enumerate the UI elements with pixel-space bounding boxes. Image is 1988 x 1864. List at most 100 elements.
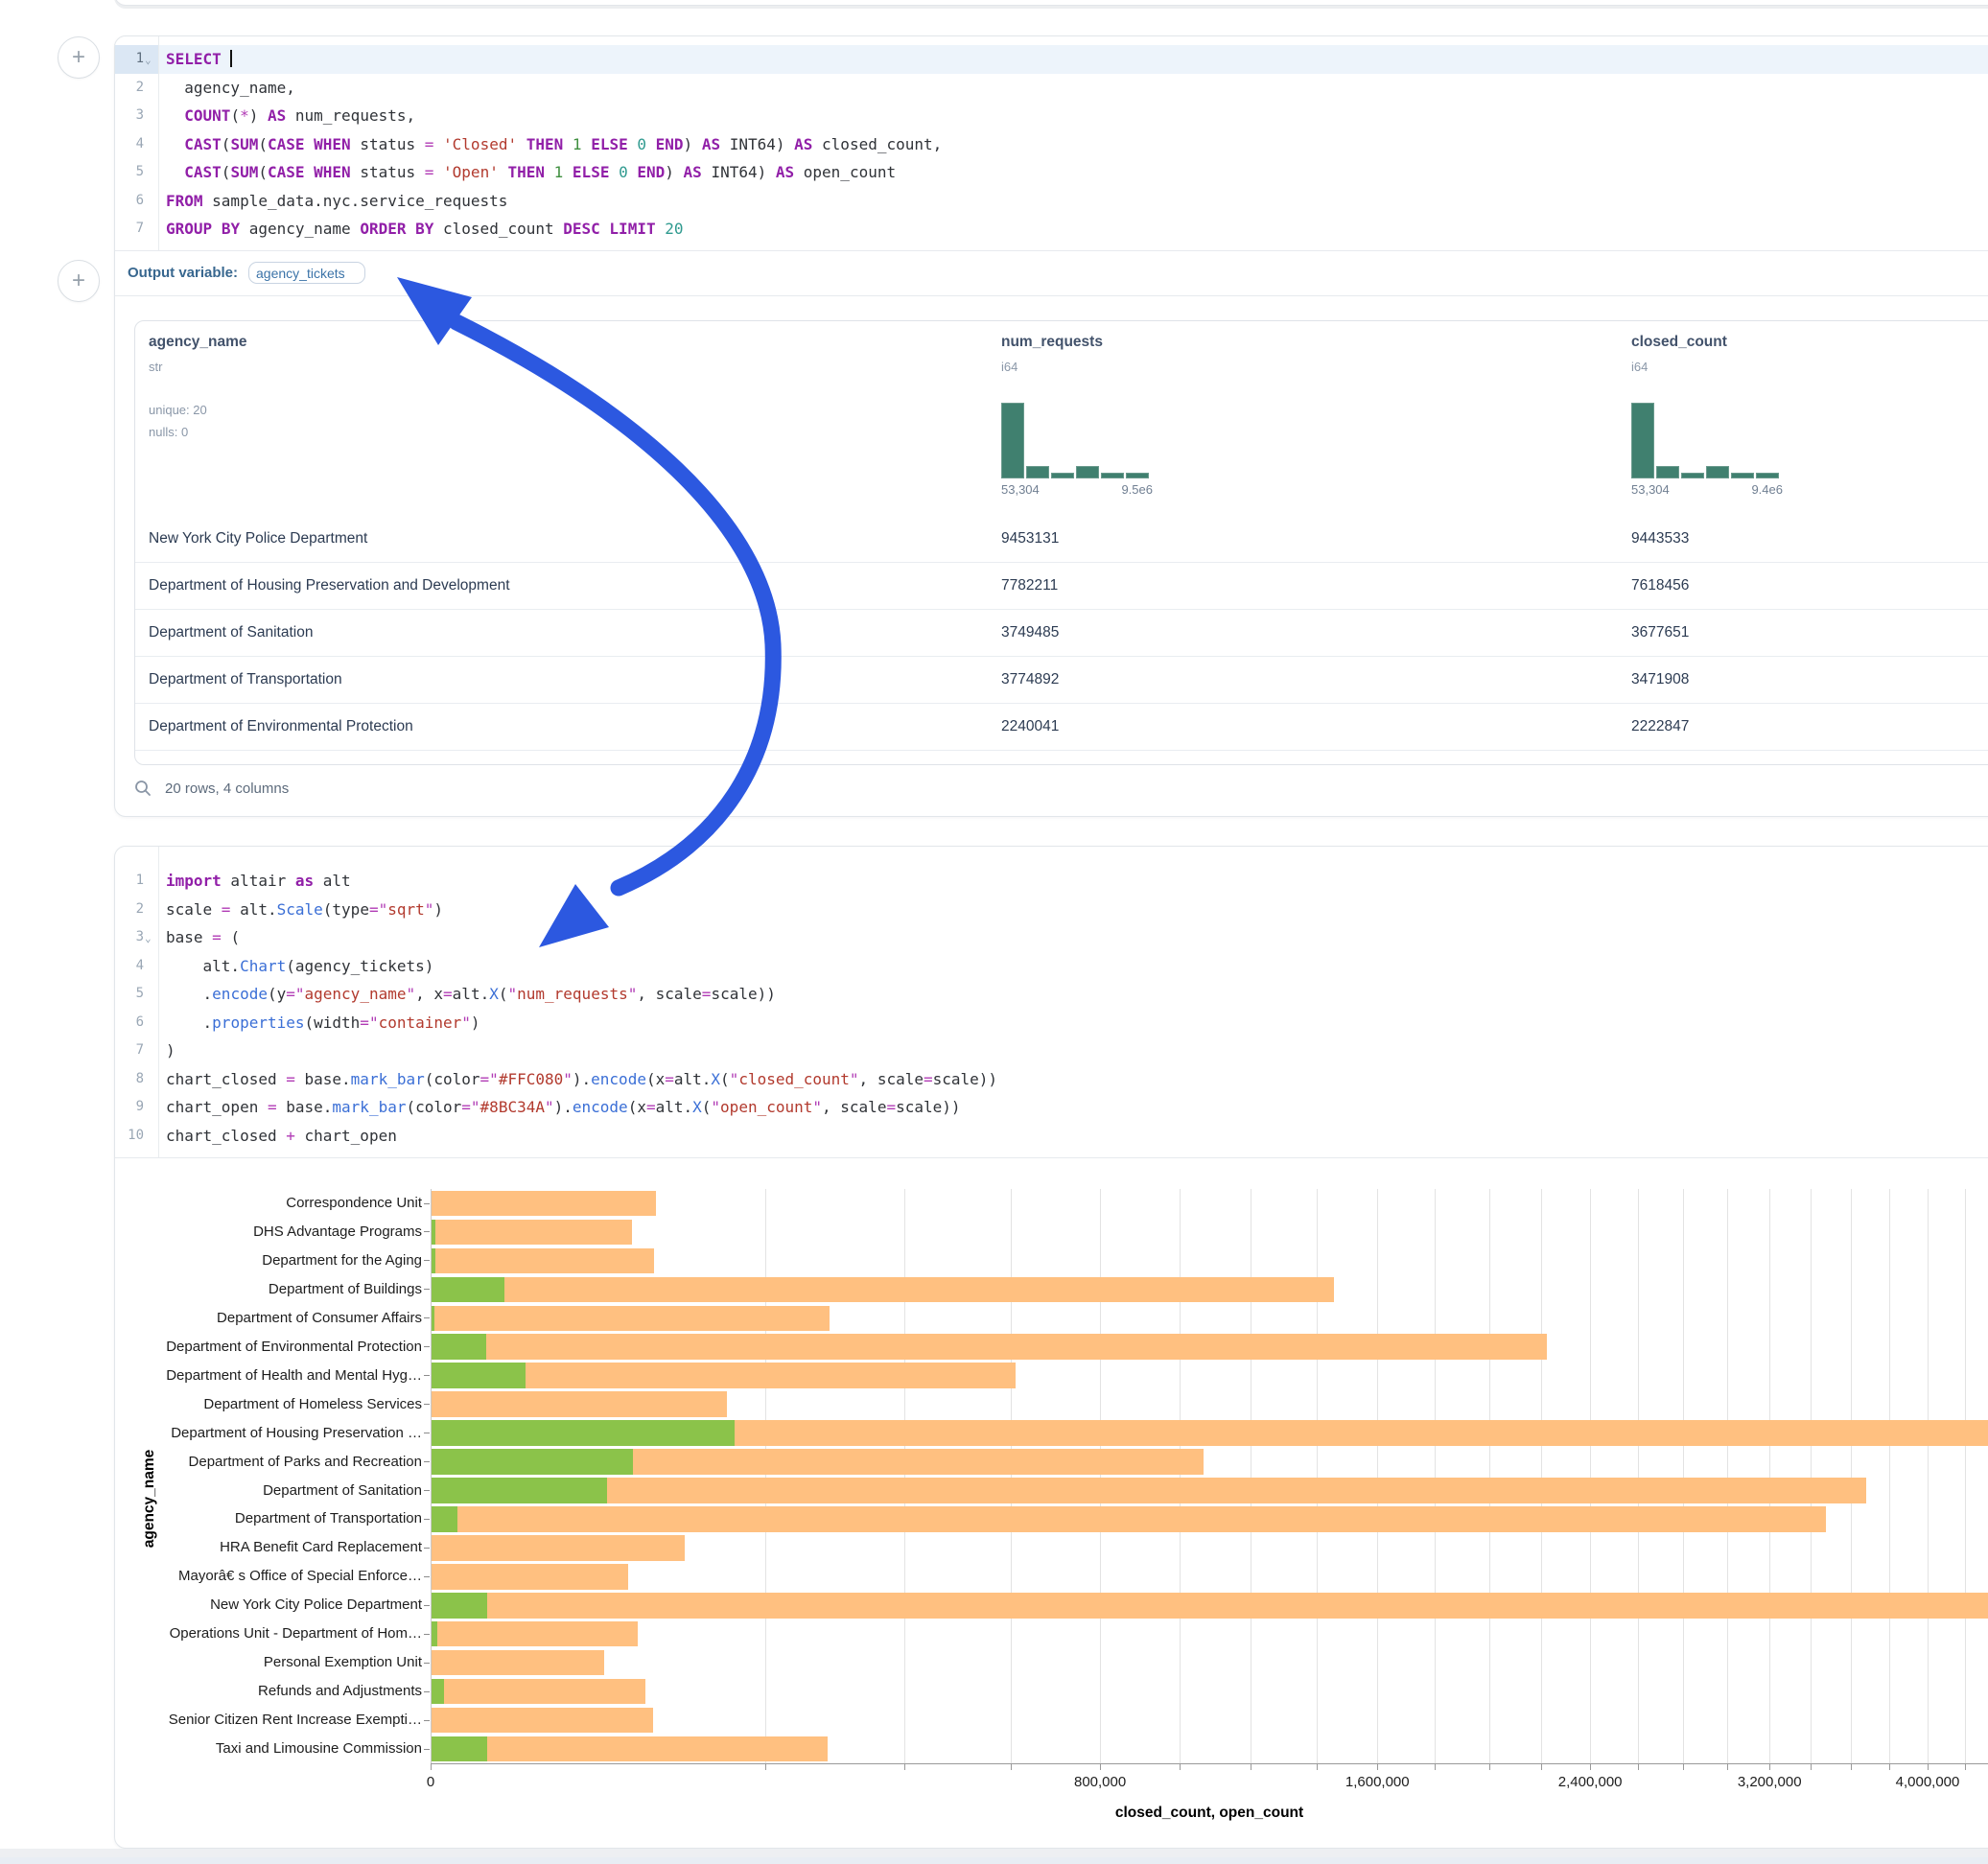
fold-chevron-icon[interactable]: ⌄ [145,46,152,75]
closed_count-bar [432,1679,646,1705]
x-axis-tick [1811,1764,1812,1770]
histogram-max-label: 9.5e6 [1001,482,1153,497]
code-line[interactable]: 8chart_closed = base.mark_bar(color="#FF… [115,1065,1988,1094]
line-number: 7 [136,215,144,244]
line-number: 6 [136,187,144,216]
table-row[interactable]: Department of Sanitation37494853677651 [135,609,1988,657]
code-text: .properties(width="container") [166,1009,1988,1037]
closed_count-bar [432,1621,638,1647]
code-line[interactable]: 7) [115,1037,1988,1065]
closed_count-bar [432,1391,727,1417]
x-axis-tick [1683,1764,1684,1770]
python-code-editor[interactable]: 1import altair as alt2scale = alt.Scale(… [115,847,1988,1157]
column-header[interactable]: num_requests [1001,334,1103,351]
line-number-gutter: 1 [115,867,158,896]
x-axis-tick [1727,1764,1728,1770]
y-axis-tick-label: Department of Consumer Affairs [217,1304,422,1333]
add-cell-button[interactable]: + [58,36,100,79]
line-number: 1 [136,867,144,896]
code-text: CAST(SUM(CASE WHEN status = 'Closed' THE… [166,130,1988,159]
code-line[interactable]: 9chart_open = base.mark_bar(color="#8BC3… [115,1093,1988,1122]
x-axis-tick [1100,1764,1101,1770]
open_count-bar [432,1334,487,1360]
open_count-bar [432,1420,735,1446]
x-axis-line [431,1763,1988,1764]
add-cell-button[interactable]: + [58,260,100,302]
code-text: FROM sample_data.nyc.service_requests [166,187,1988,216]
column-type: str [149,360,162,374]
closed_count-bar [432,1708,654,1734]
histogram-bar [1656,466,1679,478]
code-text: base = ( [166,923,1988,952]
closed_count-bar [432,1650,604,1676]
y-axis-tick-label: Department for the Aging [262,1247,422,1275]
code-line[interactable]: 5 .encode(y="agency_name", x=alt.X("num_… [115,980,1988,1009]
column-header[interactable]: closed_count [1631,334,1727,351]
line-number: 7 [136,1037,144,1065]
x-axis-title: closed_count, open_count [1115,1805,1303,1822]
gridline [1638,1189,1639,1763]
open_count-bar [432,1736,488,1762]
row-column-count: 20 rows, 4 columns [165,781,289,797]
code-line[interactable]: 2 agency_name, [115,74,1988,103]
search-icon[interactable] [134,780,152,797]
code-line[interactable]: 7GROUP BY agency_name ORDER BY closed_co… [115,215,1988,244]
output-variable-row: Output variable: agency_tickets [115,250,1988,296]
table-row[interactable]: New York City Police Department945313194… [135,515,1988,563]
code-line[interactable]: 3⌄base = ( [115,923,1988,952]
x-axis-tick [1928,1764,1929,1770]
code-line[interactable]: 6 FROM sample_data.nyc.service_requests [115,187,1988,216]
column-header[interactable]: agency_name [149,334,247,351]
output-variable-pill[interactable]: agency_tickets [248,262,365,284]
code-text: chart_closed = base.mark_bar(color="#FFC… [166,1065,1988,1094]
gridline [1489,1189,1490,1763]
column-type: i64 [1001,360,1017,374]
code-line[interactable]: 6 .properties(width="container") [115,1009,1988,1037]
line-number: 6 [136,1009,144,1037]
line-number-gutter: 5 [115,980,158,1009]
line-number-gutter: 1⌄ [115,45,158,74]
y-axis-tick-label: Department of Buildings [269,1275,422,1304]
open_count-bar [432,1506,457,1532]
code-line[interactable]: 5 CAST(SUM(CASE WHEN status = 'Open' THE… [115,158,1988,187]
x-axis-tick-label: 1,600,000 [1345,1774,1410,1790]
y-axis-tick-label: Senior Citizen Rent Increase Exempti… [169,1706,422,1735]
open_count-bar [432,1277,504,1303]
closed_count-bar [432,1306,830,1332]
table-cell: 9453131 [1001,515,1059,562]
y-axis-title: agency_name [141,1450,158,1549]
x-axis-tick-label: 4,000,000 [1896,1774,1960,1790]
table-row[interactable]: Department of Transportation377489234719… [135,656,1988,704]
line-number: 3 [136,102,144,130]
fold-chevron-icon[interactable]: ⌄ [145,924,152,953]
line-number: 5 [136,158,144,187]
sql-code-editor[interactable]: 1⌄SELECT 2 agency_name,3 COUNT(*) AS num… [115,36,1988,250]
code-line[interactable]: 1import altair as alt [115,867,1988,896]
line-number-gutter: 3 [115,102,158,130]
code-line[interactable]: 4 CAST(SUM(CASE WHEN status = 'Closed' T… [115,130,1988,159]
line-number: 5 [136,980,144,1009]
code-line[interactable]: 10chart_closed + chart_open [115,1122,1988,1151]
code-text: CAST(SUM(CASE WHEN status = 'Open' THEN … [166,158,1988,187]
code-text: alt.Chart(agency_tickets) [166,952,1988,981]
code-line[interactable]: 1⌄SELECT [115,45,1988,74]
dataframe-preview-table[interactable]: agency_namestrunique: 20nulls: 0num_requ… [134,320,1988,765]
table-row[interactable]: Department of Environmental Protection22… [135,703,1988,751]
line-number-gutter: 7 [115,215,158,244]
column-stat: unique: 20 [149,403,207,417]
table-cell: 3749485 [1001,609,1059,656]
open_count-bar [432,1306,435,1332]
y-axis-tick [424,1720,430,1721]
y-axis-tick [424,1404,430,1405]
code-line[interactable]: 3 COUNT(*) AS num_requests, [115,102,1988,130]
plus-icon: + [72,46,85,69]
code-line[interactable]: 4 alt.Chart(agency_tickets) [115,952,1988,981]
table-cell: 7782211 [1001,562,1058,609]
closed_count-bar [432,1506,1826,1532]
y-axis-tick-label: Correspondence Unit [286,1189,422,1218]
x-axis-tick [1769,1764,1770,1770]
y-axis-tick-label: Taxi and Limousine Commission [216,1735,422,1763]
histogram-max-label: 9.4e6 [1631,482,1783,497]
code-line[interactable]: 2scale = alt.Scale(type="sqrt") [115,896,1988,924]
table-row[interactable]: Department of Housing Preservation and D… [135,562,1988,610]
